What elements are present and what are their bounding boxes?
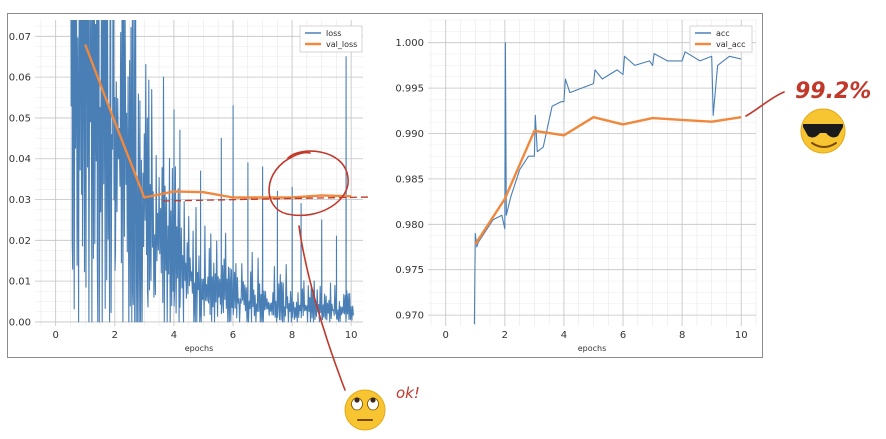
acc-y-tick-label: 1.000	[395, 38, 424, 49]
ok-pointer-line	[298, 225, 346, 391]
loss-x-tick-label: 10	[345, 330, 358, 341]
acc-y-tick-label: 0.970	[395, 311, 424, 322]
accuracy-pointer-line	[745, 91, 785, 117]
acc-x-tick-label: 4	[561, 330, 567, 341]
loss-series-line-loss	[70, 20, 354, 323]
acc-x-tick-label: 10	[735, 330, 748, 341]
accuracy-chart: 0 2 4 6 8 10 0.970 0.975 0.980 0.985 0.990 0.995 1.0…	[395, 19, 757, 353]
loss-y-tick-label: 0.05	[9, 113, 31, 124]
loss-y-tick-label: 0.01	[9, 277, 31, 288]
plateau-circle-mark	[268, 150, 349, 217]
loss-y-tick-label: 0.03	[9, 195, 31, 206]
loss-x-tick-label: 4	[171, 330, 177, 341]
acc-legend: acc val_acc	[689, 25, 753, 53]
acc-tick-labels: 0 2 4 6 8 10 0.970 0.975 0.980 0.985 0.990 0.995 1.0…	[395, 38, 747, 341]
accuracy-note-text: 99.2%	[795, 79, 871, 104]
acc-x-axis-label: epochs	[578, 344, 607, 353]
loss-x-tick-label: 0	[52, 330, 58, 341]
acc-legend-label-val-acc: val_acc	[716, 40, 746, 49]
loss-y-tick-label: 0.04	[9, 154, 31, 165]
loss-legend-box	[299, 25, 363, 53]
acc-y-tick-label: 0.990	[395, 129, 424, 140]
loss-series-layer	[70, 20, 354, 323]
acc-x-tick-label: 0	[443, 330, 449, 341]
loss-x-tick-label: 8	[289, 330, 295, 341]
acc-y-tick-label: 0.980	[395, 220, 424, 231]
acc-legend-label-acc: acc	[716, 29, 730, 38]
loss-y-tick-label: 0.00	[9, 317, 31, 328]
annotation-layer: 99.2% ok!	[162, 79, 871, 431]
sunglasses-face-icon	[800, 108, 846, 154]
loss-y-tick-label: 0.06	[9, 73, 31, 84]
loss-chart: 0 2 4 6 8 100.000.010.020.030.040.050.060.07 …	[9, 20, 363, 353]
acc-y-tick-label: 0.985	[395, 174, 424, 185]
ok-note-text: ok!	[396, 384, 420, 402]
acc-x-tick-label: 2	[502, 330, 508, 341]
acc-legend-box	[689, 25, 753, 53]
acc-y-tick-label: 0.995	[395, 84, 424, 95]
loss-x-tick-label: 2	[112, 330, 118, 341]
loss-x-axis-label: epochs	[185, 344, 214, 353]
eye-roll-face-icon	[344, 389, 386, 431]
acc-x-tick-label: 8	[679, 330, 685, 341]
acc-series-line-val-acc	[474, 116, 742, 245]
loss-legend-label-loss: loss	[326, 29, 341, 38]
val-loss-plateau-dashed-line	[162, 196, 371, 202]
loss-legend-label-val-loss: val_loss	[326, 40, 357, 49]
loss-y-tick-label: 0.02	[9, 236, 31, 247]
loss-y-tick-label: 0.07	[9, 32, 31, 43]
loss-series-line-val-loss	[84, 44, 352, 199]
loss-x-tick-label: 6	[230, 330, 236, 341]
acc-plot-area	[428, 20, 756, 326]
loss-tick-labels: 0 2 4 6 8 10 0.00 0.01 0.02 0.03 0.04 0.05 0.06 0.07	[9, 32, 358, 341]
acc-y-tick-label: 0.975	[395, 265, 424, 276]
loss-legend: loss val_loss	[299, 25, 363, 53]
acc-x-tick-label: 6	[620, 330, 626, 341]
acc-series-line-acc	[473, 42, 742, 325]
acc-series-layer	[473, 42, 742, 325]
